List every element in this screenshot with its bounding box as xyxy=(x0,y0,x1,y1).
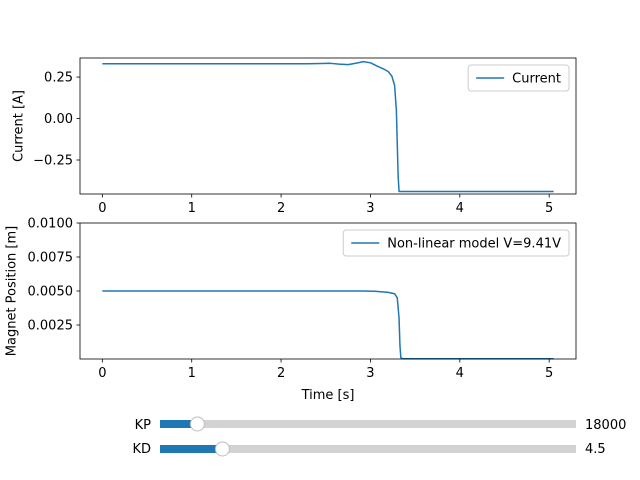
x-tick-label: 1 xyxy=(188,366,196,381)
x-tick-label: 2 xyxy=(277,366,285,381)
kp-slider-track[interactable] xyxy=(160,420,576,428)
current-plot: 0 1 2 3 4 5 0.25 0.00 −0.25 Current [A] Current xyxy=(12,57,577,216)
axes-frame xyxy=(79,57,577,195)
x-tick-label: 5 xyxy=(545,201,553,216)
kd-slider-value: 4.5 xyxy=(585,442,606,457)
magnet-position-plot: 0 1 2 3 4 5 0.0100 0.0075 0.0050 0.0025 Magnet Pos… xyxy=(5,217,577,403)
legend-label: Non-linear model V=9.41V xyxy=(387,237,561,252)
x-tick-label: 4 xyxy=(456,366,464,381)
y-tick-label: 0.0025 xyxy=(28,319,74,334)
kp-slider[interactable]: KP 18000 xyxy=(135,416,627,433)
legend-label: Current xyxy=(512,72,561,87)
legend: Current xyxy=(467,64,570,92)
x-tick-label: 0 xyxy=(98,366,106,381)
legend-box xyxy=(342,229,570,257)
kd-slider-fill xyxy=(160,445,223,453)
x-tick-label: 0 xyxy=(98,201,106,216)
y-tick-label: 0.0100 xyxy=(28,217,74,232)
y-tick-label: −0.25 xyxy=(33,154,73,169)
x-tick-label: 3 xyxy=(366,201,374,216)
x-tick-label: 1 xyxy=(188,201,196,216)
kd-slider-track[interactable] xyxy=(160,445,576,453)
x-tick-label: 3 xyxy=(366,366,374,381)
series-line xyxy=(102,60,554,193)
x-tick-label: 4 xyxy=(456,201,464,216)
y-tick-label: 0.00 xyxy=(44,112,73,127)
kd-slider[interactable]: KD 4.5 xyxy=(132,441,606,457)
y-axis-label: Magnet Position [m] xyxy=(5,226,20,356)
kp-slider-fill xyxy=(160,420,198,428)
kp-slider-value: 18000 xyxy=(585,418,626,433)
kp-slider-handle[interactable] xyxy=(189,416,205,432)
kd-slider-handle[interactable] xyxy=(214,441,230,457)
x-axis-label: Time [s] xyxy=(301,388,355,403)
legend-box xyxy=(467,64,570,92)
kd-slider-label: KD xyxy=(132,442,151,457)
legend: Non-linear model V=9.41V xyxy=(342,229,570,257)
y-tick-label: 0.0050 xyxy=(28,285,74,300)
y-axis-label: Current [A] xyxy=(12,90,27,162)
y-tick-label: 0.25 xyxy=(44,71,73,86)
x-tick-label: 2 xyxy=(277,201,285,216)
kp-slider-label: KP xyxy=(135,418,152,433)
y-tick-label: 0.0075 xyxy=(28,251,74,266)
x-tick-label: 5 xyxy=(545,366,553,381)
